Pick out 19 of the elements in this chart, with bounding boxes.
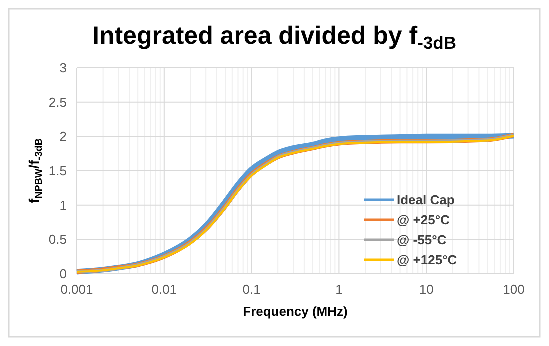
y-tick-label: 1.5 — [48, 164, 67, 178]
y-tick-label: 0.5 — [48, 232, 67, 248]
legend-label: Ideal Cap — [397, 192, 455, 208]
x-tick-label: 100 — [503, 282, 525, 297]
x-axis-title: Frequency (MHz) — [243, 304, 348, 319]
legend-label: @ +125°C — [397, 252, 458, 268]
y-tick-label: 0 — [60, 266, 67, 282]
x-tick-label: 10 — [419, 282, 434, 297]
chart-title: Integrated area divided by f$_{-3dB}$ — [92, 22, 456, 52]
legend-label: @ -55°C — [397, 232, 448, 248]
x-tick-label: 0.01 — [152, 282, 178, 297]
x-tick-label: 1 — [336, 282, 343, 297]
legend-label: @ +25°C — [397, 212, 451, 228]
y-tick-label: 2 — [60, 129, 67, 144]
x-tick-label: 0.1 — [242, 282, 261, 297]
y-tick-label: 2.5 — [48, 94, 67, 110]
y-tick-label: 3 — [60, 60, 67, 76]
y-tick-label: 1 — [60, 198, 67, 213]
x-tick-label: 0.001 — [60, 282, 94, 297]
